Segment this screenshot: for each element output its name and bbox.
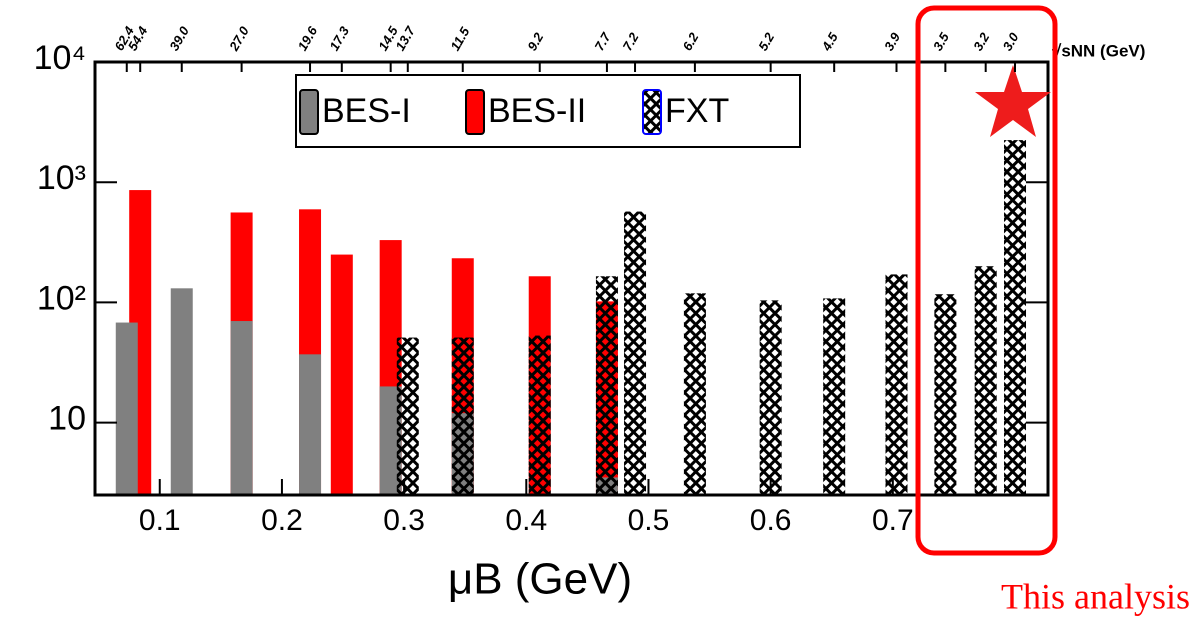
top-tick-label: 3.9	[881, 29, 903, 53]
x-tick-label: 0.4	[505, 504, 547, 537]
top-tick-label: 7.7	[592, 29, 614, 53]
bar	[170, 288, 193, 495]
legend-swatch	[465, 89, 485, 135]
top-tick-label: 39.0	[166, 23, 192, 53]
top-axis-label: √sNN (GeV)	[1052, 41, 1145, 60]
bar	[759, 300, 782, 495]
x-tick-label: 0.1	[139, 504, 181, 537]
highlight-box	[915, 5, 1058, 556]
top-tick-label: 5.2	[755, 29, 777, 53]
bar	[528, 335, 551, 495]
x-tick-label: 0.7	[872, 504, 914, 537]
y-tick-label: 10	[48, 400, 86, 438]
bar	[823, 298, 846, 495]
bar	[885, 274, 908, 495]
bar	[299, 354, 322, 495]
bar	[1004, 140, 1027, 496]
legend-label: BES-I	[322, 92, 411, 130]
bar	[683, 293, 706, 495]
y-tick-label: 10³	[37, 159, 86, 197]
x-tick-label: 0.6	[750, 504, 792, 537]
top-tick-label: 3.5	[930, 29, 952, 53]
legend-box	[295, 74, 801, 148]
top-tick-label: 27.0	[226, 23, 253, 54]
y-tick-label: 10²	[37, 279, 86, 317]
top-tick-label: 11.5	[447, 24, 473, 53]
annotation: This analysis	[1001, 576, 1190, 616]
top-tick-label: 9.2	[524, 29, 546, 53]
legend-label: BES-II	[488, 92, 586, 130]
top-tick-label: 4.5	[818, 29, 841, 54]
top-tick-label: 3.0	[1000, 29, 1022, 53]
bar	[934, 294, 957, 495]
top-tick-label: 19.6	[295, 23, 321, 53]
top-tick-label: 3.2	[970, 29, 992, 53]
bar	[379, 386, 402, 495]
x-tick-label: 0.3	[383, 504, 425, 537]
top-tick-label: 13.7	[392, 23, 418, 53]
legend-label: FXT	[665, 92, 729, 130]
plot-frame	[93, 60, 1050, 497]
bar	[230, 321, 253, 495]
bar	[330, 254, 353, 495]
top-tick-label: 7.2	[620, 29, 642, 53]
star	[975, 65, 1051, 137]
bar	[396, 337, 419, 495]
top-tick-label: 17.3	[326, 23, 352, 53]
y-tick-label: 10⁴	[34, 39, 86, 77]
legend-swatch	[299, 89, 319, 135]
x-tick-label: 0.5	[628, 504, 670, 537]
legend-swatch	[642, 89, 662, 135]
bar	[974, 266, 997, 495]
x-axis-label: μB (GeV)	[448, 555, 632, 604]
x-tick-label: 0.2	[261, 504, 303, 537]
bar	[451, 337, 474, 495]
bar	[624, 211, 647, 495]
bar	[595, 276, 618, 495]
top-tick-label: 6.2	[679, 29, 701, 53]
bar	[115, 322, 138, 495]
